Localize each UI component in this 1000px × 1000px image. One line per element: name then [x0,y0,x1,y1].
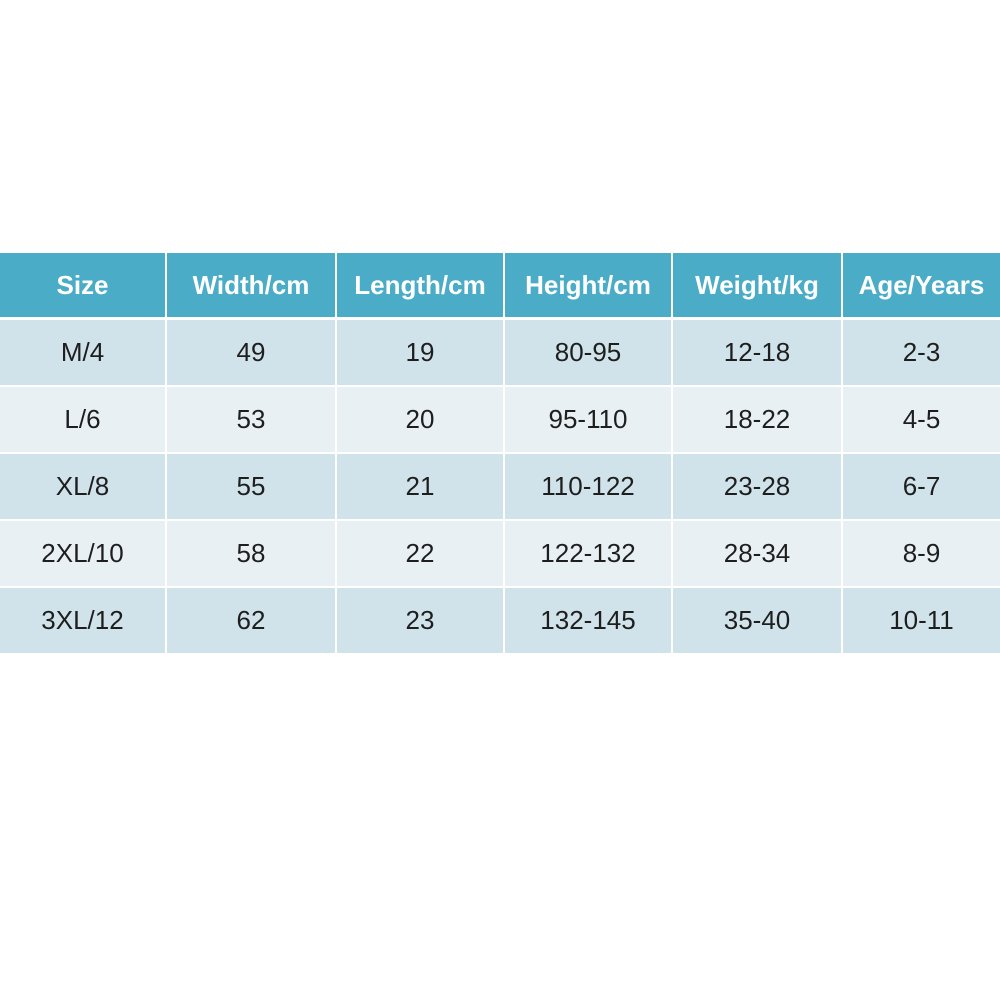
table-cell: L/6 [0,387,165,452]
table-cell: 18-22 [673,387,841,452]
table-cell: 23-28 [673,454,841,519]
table-cell: M/4 [0,320,165,385]
header-cell: Length/cm [337,253,503,317]
table-cell: 23 [337,588,503,653]
table-cell: 8-9 [843,521,1000,586]
table-cell: 6-7 [843,454,1000,519]
table-cell: 2-3 [843,320,1000,385]
table-cell: 19 [337,320,503,385]
table-cell: 95-110 [505,387,671,452]
header-cell: Height/cm [505,253,671,317]
table-cell: 58 [167,521,335,586]
size-table: Size Width/cm Length/cm Height/cm Weight/kg A… [0,253,1000,653]
table-cell: 80-95 [505,320,671,385]
table-cell: 35-40 [673,588,841,653]
table-cell: 21 [337,454,503,519]
header-cell: Size [0,253,165,317]
table-cell: 122-132 [505,521,671,586]
table-cell: 55 [167,454,335,519]
table-cell: 10-11 [843,588,1000,653]
table-cell: 12-18 [673,320,841,385]
table-cell: 132-145 [505,588,671,653]
header-cell: Width/cm [167,253,335,317]
table-cell: 3XL/12 [0,588,165,653]
table-cell: 53 [167,387,335,452]
table-cell: 110-122 [505,454,671,519]
table-cell: 49 [167,320,335,385]
table-cell: 22 [337,521,503,586]
header-cell: Weight/kg [673,253,841,317]
table-cell: 4-5 [843,387,1000,452]
header-cell: Age/Years [843,253,1000,317]
table-cell: 62 [167,588,335,653]
table-cell: 20 [337,387,503,452]
table-cell: 2XL/10 [0,521,165,586]
table-cell: XL/8 [0,454,165,519]
table-cell: 28-34 [673,521,841,586]
